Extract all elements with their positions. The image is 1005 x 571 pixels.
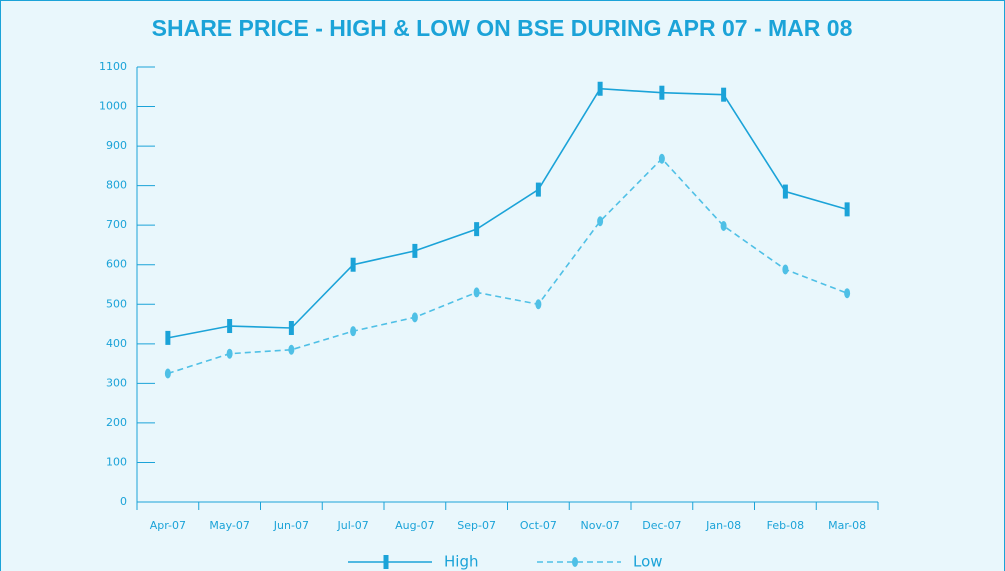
y-tick-label: 500 [106, 297, 127, 310]
x-tick-label: Sep-07 [457, 519, 496, 532]
legend-marker [572, 557, 578, 567]
x-tick-label: Feb-08 [767, 519, 804, 532]
point [350, 326, 357, 337]
y-tick-label: 1100 [99, 60, 127, 73]
point [535, 299, 542, 310]
x-tick-label: May-07 [209, 519, 250, 532]
y-tick-label: 400 [106, 337, 127, 350]
point [164, 368, 171, 379]
point [227, 319, 233, 334]
point [658, 153, 665, 164]
point [597, 81, 603, 96]
x-tick-label: Jul-07 [337, 519, 369, 532]
line-0 [167, 87, 848, 339]
point [288, 344, 295, 355]
y-tick-label: 300 [106, 376, 127, 389]
chart-title: SHARE PRICE - HIGH & LOW ON BSE DURING A… [152, 15, 853, 41]
point [720, 220, 727, 231]
point [474, 222, 480, 237]
point [288, 321, 294, 335]
y-tick-label: 1000 [99, 100, 127, 113]
x-tick-label: Aug-07 [395, 519, 434, 532]
point [659, 85, 665, 100]
point [782, 264, 789, 275]
legend-label: High [444, 553, 478, 571]
y-tick-label: 0 [120, 495, 127, 508]
point [165, 330, 171, 345]
legend-label: Low [633, 553, 663, 571]
point [844, 202, 850, 217]
y-tick-label: 900 [106, 139, 127, 152]
x-tick-label: Oct-07 [520, 519, 557, 532]
y-tick-label: 700 [106, 218, 127, 231]
y-tick-label: 200 [106, 416, 127, 429]
point [411, 312, 418, 323]
x-tick-label: Jun-07 [273, 519, 309, 532]
point [473, 287, 480, 298]
x-tick-label: Jan-08 [705, 519, 741, 532]
point [782, 184, 788, 199]
x-tick-label: Nov-07 [581, 519, 620, 532]
point [412, 243, 418, 258]
point [535, 182, 541, 197]
point [226, 348, 233, 359]
x-tick-label: Apr-07 [150, 519, 186, 532]
legend-marker [383, 555, 389, 569]
point [350, 257, 356, 272]
point [721, 87, 727, 102]
x-tick-label: Mar-08 [828, 519, 866, 532]
point [597, 216, 604, 227]
x-tick-label: Dec-07 [642, 519, 681, 532]
y-tick-label: 100 [106, 455, 127, 468]
line-1 [167, 157, 848, 375]
y-tick-label: 800 [106, 179, 127, 192]
y-tick-label: 600 [106, 258, 127, 271]
point [844, 288, 851, 299]
